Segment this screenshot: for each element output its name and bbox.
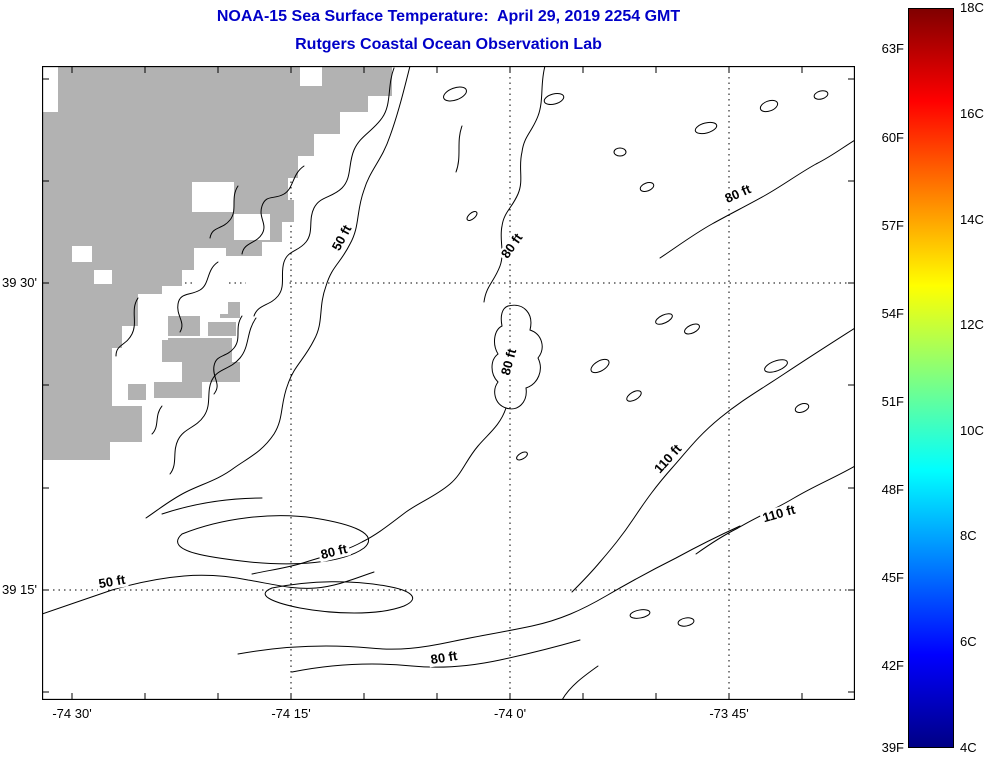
y-axis-tick-label: 39 15': [1, 582, 37, 597]
map-plot-area: 50 ft 80 ft 80 ft 80 ft 110 ft 110 ft 80 ft 50 …: [42, 66, 855, 700]
colorbar-fahrenheit-label: 45F: [881, 569, 904, 585]
contour-segment: [161, 497, 263, 515]
axis-tick-layer: [42, 66, 855, 700]
x-axis-tick-label: -73 45': [709, 706, 749, 721]
contour-islands: [443, 86, 829, 627]
contour-50ft: [145, 66, 411, 519]
contour-80ft: [483, 66, 546, 303]
x-axis-tick-label: -74 0': [493, 706, 527, 721]
page-title: NOAA-15 Sea Surface Temperature: April 2…: [216, 8, 681, 25]
contour-110ft: [571, 327, 855, 593]
colorbar-fahrenheit-label: 42F: [881, 657, 904, 673]
contour-loop: [264, 581, 414, 614]
contour-80ft: [291, 639, 581, 673]
colorbar-celsius-label: 8C: [960, 528, 977, 544]
contour-80ft: [251, 407, 507, 575]
temperature-colorbar: [908, 8, 954, 748]
colorbar-celsius-label: 4C: [960, 740, 977, 755]
coastal-inlets: [72, 182, 286, 382]
contour-loop: [177, 515, 370, 565]
y-axis-tick-label: 39 30': [1, 275, 37, 290]
contour-segment: [561, 665, 599, 700]
page-subtitle: Rutgers Coastal Ocean Observation Lab: [295, 36, 602, 53]
contour-80ft: [237, 525, 741, 655]
coastline-contours: [115, 67, 395, 475]
map-canvas: [42, 66, 855, 700]
x-axis-tick-label: -74 15': [271, 706, 311, 721]
colorbar-celsius-label: 14C: [960, 211, 984, 227]
contour-80ft: [659, 139, 855, 259]
colorbar-fahrenheit-label: 54F: [881, 305, 904, 321]
colorbar-fahrenheit-label: 60F: [881, 129, 904, 145]
colorbar-fahrenheit-label: 51F: [881, 393, 904, 409]
colorbar-celsius-label: 12C: [960, 317, 984, 333]
colorbar-celsius-label: 16C: [960, 105, 984, 121]
colorbar-fahrenheit-label: 48F: [881, 481, 904, 497]
colorbar-celsius-label: 6C: [960, 634, 977, 650]
x-axis-tick-label: -74 30': [52, 706, 92, 721]
colorbar-fahrenheit-label: 63F: [881, 41, 904, 57]
contour-50ft: [42, 571, 375, 615]
contour-segment: [455, 125, 463, 173]
colorbar-fahrenheit-label: 39F: [881, 740, 904, 755]
colorbar-celsius-label: 18C: [960, 0, 984, 15]
colorbar-celsius-label: 10C: [960, 422, 984, 438]
map-border: [42, 66, 855, 700]
colorbar-fahrenheit-label: 57F: [881, 217, 904, 233]
